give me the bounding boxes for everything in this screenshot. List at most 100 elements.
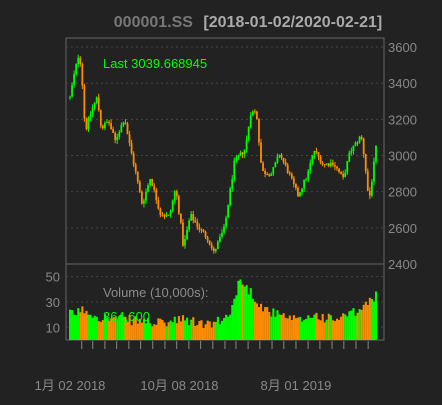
volume-bar xyxy=(186,317,189,340)
volume-bar xyxy=(301,321,304,340)
price-tick-label: 3400 xyxy=(388,76,417,91)
volume-bar xyxy=(179,321,182,340)
candle-body xyxy=(311,155,314,164)
volume-bar xyxy=(315,312,318,340)
volume-bar xyxy=(114,317,117,340)
candle-body xyxy=(182,222,184,246)
candle-body xyxy=(262,162,264,172)
candle-body xyxy=(130,143,133,154)
volume-bar xyxy=(83,313,86,340)
chart-title-symbol: 000001.SS xyxy=(114,14,194,31)
volume-bar xyxy=(375,291,378,340)
volume-last-value: 364,600 xyxy=(103,309,150,324)
candle-body xyxy=(206,237,209,241)
candle-body xyxy=(288,172,291,175)
volume-bar xyxy=(157,318,160,340)
price-panel-frame xyxy=(65,37,385,265)
candle-body xyxy=(143,200,145,204)
volume-bar xyxy=(71,310,74,340)
candle-body xyxy=(93,102,96,108)
volume-bar xyxy=(181,315,185,340)
volume-bar xyxy=(218,324,222,340)
candle-body xyxy=(327,163,330,166)
volume-bar xyxy=(112,317,115,340)
x-axis-labels: 1月 02 2018 10月 08 2018 8月 01 2019 xyxy=(35,378,332,393)
candle-body xyxy=(140,191,143,204)
candle-body xyxy=(116,136,119,141)
candle-body xyxy=(334,165,336,167)
candle-body xyxy=(114,132,117,141)
candle-body xyxy=(186,229,188,240)
candle-body xyxy=(350,151,353,153)
candle-body xyxy=(89,114,92,119)
volume-bar xyxy=(163,322,166,340)
candle-body xyxy=(237,155,240,158)
volume-tick-label: 10 xyxy=(46,320,60,335)
volume-bar xyxy=(259,303,263,340)
candle-body xyxy=(106,122,108,124)
volume-bar xyxy=(151,326,154,340)
volume-bar xyxy=(196,324,199,340)
volume-bar xyxy=(99,321,102,340)
volume-bar xyxy=(288,315,291,340)
candle-body xyxy=(292,178,295,184)
candle-body xyxy=(373,161,375,182)
volume-bar xyxy=(346,316,349,340)
volume-bar xyxy=(251,298,254,340)
volume-bar xyxy=(198,321,201,340)
volume-bar xyxy=(247,294,250,340)
price-candles xyxy=(69,54,377,254)
candle-body xyxy=(305,179,308,181)
candle-body xyxy=(268,174,271,176)
price-tick-label: 2400 xyxy=(388,257,417,272)
candle-body xyxy=(247,127,250,140)
volume-bar xyxy=(169,320,172,340)
volume-bar xyxy=(89,314,92,340)
candle-body xyxy=(303,180,306,189)
volume-label: Volume (10,000s): xyxy=(103,285,209,300)
price-tick-label: 2600 xyxy=(388,221,417,236)
candle-body xyxy=(315,150,318,153)
candle-body xyxy=(126,123,129,135)
last-price-label: Last 3039.668945 xyxy=(103,56,207,71)
volume-bar xyxy=(235,295,238,340)
candle-body xyxy=(175,191,178,197)
candle-body xyxy=(192,214,195,221)
volume-bar xyxy=(278,314,281,340)
volume-bar xyxy=(352,308,355,340)
candle-body xyxy=(87,118,90,130)
candle-body xyxy=(216,241,219,249)
volume-bar xyxy=(165,326,168,340)
volume-bar xyxy=(307,315,310,340)
volume-bar xyxy=(87,314,90,340)
price-tick-label: 3000 xyxy=(388,149,417,164)
candle-body xyxy=(344,172,347,178)
candle-body xyxy=(338,168,340,173)
volume-bar xyxy=(79,312,82,340)
volume-bar xyxy=(286,318,289,340)
candle-body xyxy=(255,111,258,120)
volume-bar xyxy=(120,315,123,340)
candle-body xyxy=(325,163,328,165)
candle-body xyxy=(241,152,244,155)
candle-body xyxy=(163,215,166,217)
candle-body xyxy=(79,57,82,64)
candle-body xyxy=(340,172,342,174)
volume-bar xyxy=(348,311,351,340)
candle-body xyxy=(71,84,73,97)
candle-body xyxy=(229,188,232,206)
x-axis-label: 8月 01 2019 xyxy=(261,378,332,393)
candle-body xyxy=(151,179,154,186)
volume-bar xyxy=(239,279,242,340)
volume-bar xyxy=(243,286,246,340)
candle-body xyxy=(221,232,223,237)
volume-bar xyxy=(262,311,265,340)
candle-body xyxy=(179,213,182,223)
candle-body xyxy=(204,231,207,238)
candle-body xyxy=(167,214,170,216)
candle-body xyxy=(110,123,112,130)
volume-bar xyxy=(305,318,308,340)
volume-bar xyxy=(110,318,113,340)
volume-bar xyxy=(276,310,279,340)
